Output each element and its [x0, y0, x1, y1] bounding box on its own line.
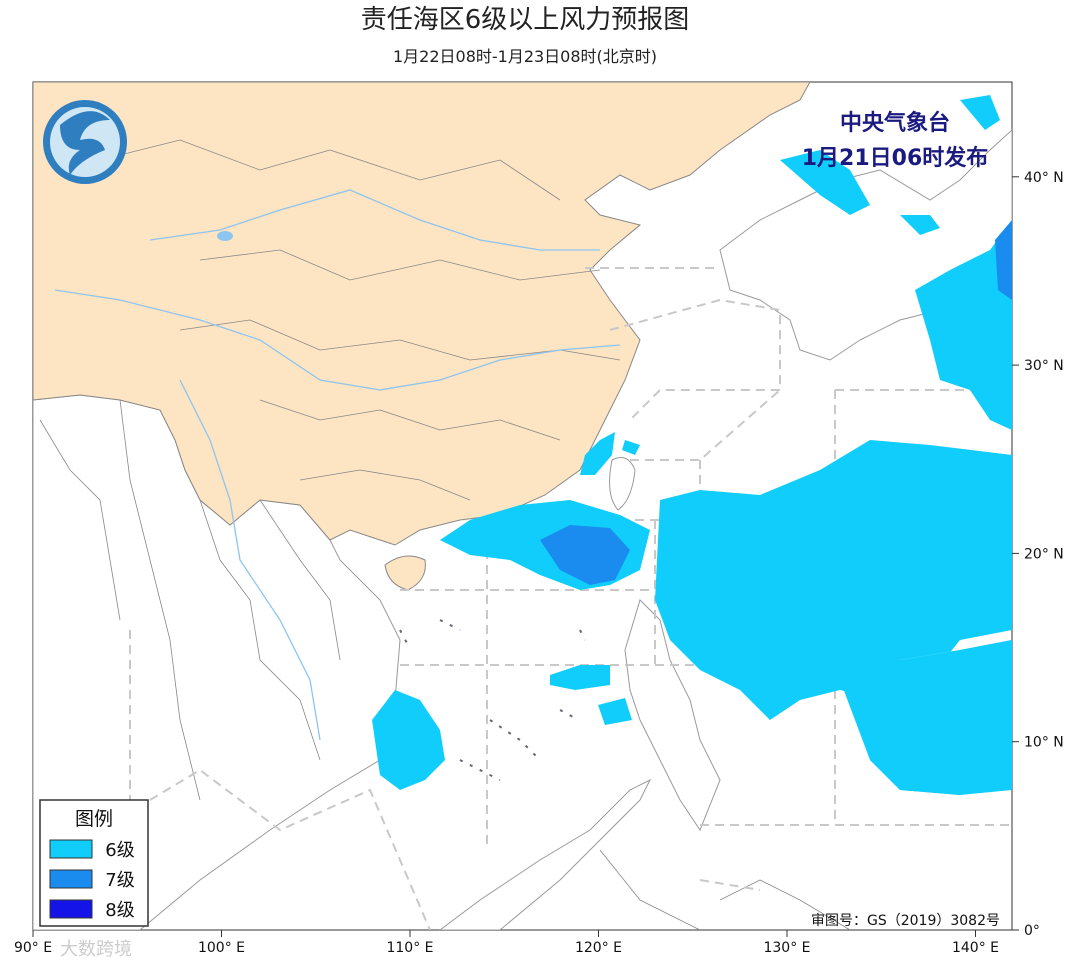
issue-time: 1月21日06时发布: [802, 145, 989, 171]
legend-label: 6级: [105, 840, 134, 861]
taiwan: [609, 457, 636, 511]
watermark: 大数跨境: [60, 939, 132, 960]
china: [33, 82, 811, 546]
lat-label: 40° N: [1024, 170, 1064, 186]
philippines: [624, 599, 721, 832]
graticule-labels: 90° E 100° E 110° E 120° E 130° E 140° E 0° 10°…: [14, 170, 1064, 956]
agency: 中央气象台: [840, 110, 950, 136]
lat-label: 30° N: [1024, 358, 1064, 374]
lon-label: 130° E: [763, 940, 810, 956]
lon-label: 110° E: [386, 940, 433, 956]
subtitle: 1月22日08时-1月23日08时(北京时): [393, 47, 657, 66]
title: 责任海区6级以上风力预报图: [361, 5, 690, 35]
lon-label: 100° E: [198, 940, 245, 956]
lon-label: 140° E: [952, 940, 999, 956]
lon-label: 120° E: [575, 940, 622, 956]
wind-areas: [372, 95, 1012, 795]
review-number: 审图号：GS（2019）3082号: [811, 913, 1000, 929]
hainan: [384, 555, 426, 591]
map: [32, 81, 1013, 931]
borneo: [439, 778, 652, 930]
legend-title: 图例: [75, 808, 113, 830]
legend-label: 7级: [105, 870, 134, 891]
lat-label: 20° N: [1024, 546, 1064, 562]
legend-swatch: [49, 839, 93, 859]
lat-label: 0°: [1024, 923, 1040, 939]
lat-label: 10° N: [1024, 735, 1064, 751]
legend-swatch: [49, 899, 93, 919]
lon-label: 90° E: [14, 940, 52, 956]
legend-label: 8级: [105, 900, 134, 921]
legend: 图例 6级 7级 8级: [39, 799, 149, 927]
legend-swatch: [49, 869, 93, 889]
logo: [43, 100, 127, 184]
